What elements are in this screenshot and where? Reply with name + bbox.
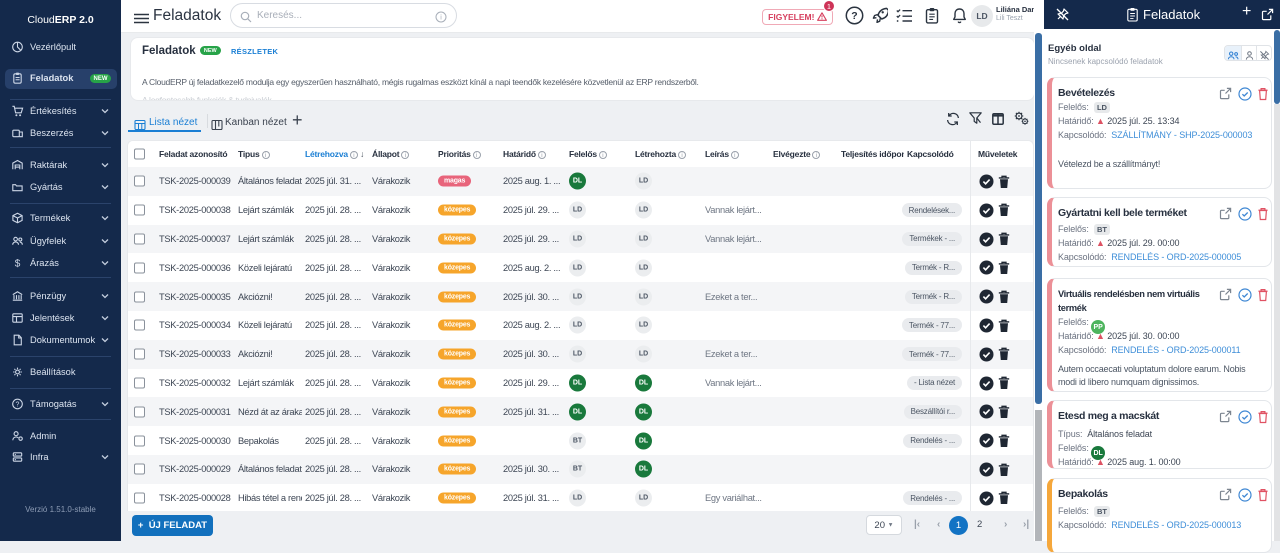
svg-text:?: ? — [16, 401, 20, 408]
svg-text:?: ? — [851, 10, 857, 22]
svg-text:$: $ — [15, 259, 21, 270]
svg-text:i: i — [440, 15, 442, 22]
